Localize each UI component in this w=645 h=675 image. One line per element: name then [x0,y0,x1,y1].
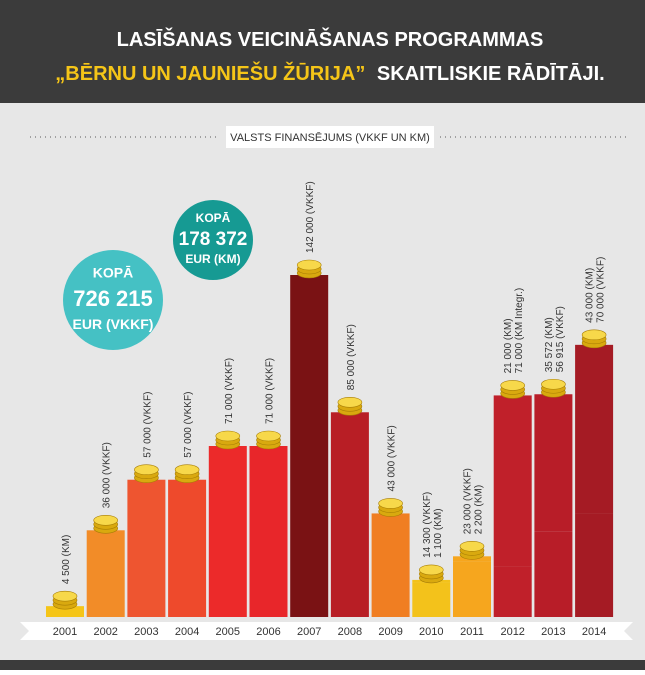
x-tick-label: 2014 [582,626,606,638]
x-tick-label: 2012 [500,626,524,638]
value-label: 85 000 (VKKF) [346,324,357,390]
value-label: 4 500 (KM) [61,535,72,584]
coin [582,330,606,340]
x-tick-label: 2007 [297,626,321,638]
x-tick-label: 2002 [93,626,117,638]
bar [494,395,532,566]
value-label: 14 300 (VKKF) [422,492,433,558]
coin [460,541,484,551]
total-amount: 178 372 [179,229,248,250]
bar [250,446,288,617]
value-label: 57 000 (VKKF) [142,392,153,458]
bar [168,480,206,617]
coin [501,380,525,390]
x-tick-label: 2011 [460,626,484,638]
bar [575,513,613,617]
coin [297,260,321,270]
value-label: 2 200 (KM) [474,485,485,534]
coin [419,565,443,575]
bar [290,275,328,617]
bar [209,446,247,617]
bar [87,530,125,617]
title-line: „BĒRNU UN JAUNIEŠU ŽŪRIJA” SKAITLISKIE R… [55,61,604,85]
coin [53,591,77,601]
footer [0,660,645,670]
value-label: 36 000 (VKKF) [102,442,113,508]
coin [257,431,281,441]
value-label: 70 000 (VKKF) [596,257,607,323]
bar [372,513,410,617]
x-tick-label: 2008 [338,626,362,638]
x-tick-label: 2001 [53,626,77,638]
title-highlight: „BĒRNU UN JAUNIEŠU ŽŪRIJA” [55,61,365,85]
coin [216,431,240,441]
bar [494,566,532,617]
value-label: 1 100 (KM) [433,508,444,557]
total-unit: EUR (KM) [185,252,240,266]
x-tick-label: 2004 [175,626,199,638]
subtitle: VALSTS FINANSĒJUMS (VKKF UN KM) [230,132,430,144]
value-label: 71 000 (VKKF) [224,358,235,424]
bar [534,394,572,531]
value-label: 43 000 (KM) [585,268,596,323]
value-label: 71 000 (VKKF) [265,358,276,424]
x-tick-label: 2003 [134,626,158,638]
coin [94,515,118,525]
chart: LASĪŠANAS VEICINĀŠANAS PROGRAMMAS „BĒRNU… [0,0,645,670]
coin [541,379,565,389]
bar [412,583,450,617]
x-tick-label: 2006 [256,626,280,638]
x-tick-label: 2010 [419,626,443,638]
total-label: KOPĀ [93,265,133,281]
total-label: KOPĀ [196,211,231,225]
bar [331,412,369,617]
value-label: 35 572 (KM) [544,317,555,372]
value-label: 43 000 (VKKF) [387,425,398,491]
coin [379,498,403,508]
bar [575,345,613,514]
total-unit: EUR (VKKF) [73,316,154,332]
bar [534,531,572,617]
bar [127,480,165,617]
x-tick-label: 2009 [378,626,402,638]
coin [175,465,199,475]
x-tick-label: 2005 [216,626,240,638]
value-label: 56 915 (VKKF) [555,306,566,372]
total-amount: 726 215 [73,286,153,311]
title-line: LASĪŠANAS VEICINĀŠANAS PROGRAMMAS [117,27,544,51]
title-rest: SKAITLISKIE RĀDĪTĀJI. [377,63,605,85]
header [0,0,645,103]
coin [338,397,362,407]
value-label: 142 000 (VKKF) [305,181,316,253]
value-label: 23 000 (VKKF) [463,468,474,534]
bar [453,562,491,617]
value-label: 21 000 (KM) [503,318,514,373]
value-label: 71 000 (KM Integr.) [514,288,525,374]
x-tick-label: 2013 [541,626,565,638]
value-label: 57 000 (VKKF) [183,392,194,458]
coin [134,465,158,475]
